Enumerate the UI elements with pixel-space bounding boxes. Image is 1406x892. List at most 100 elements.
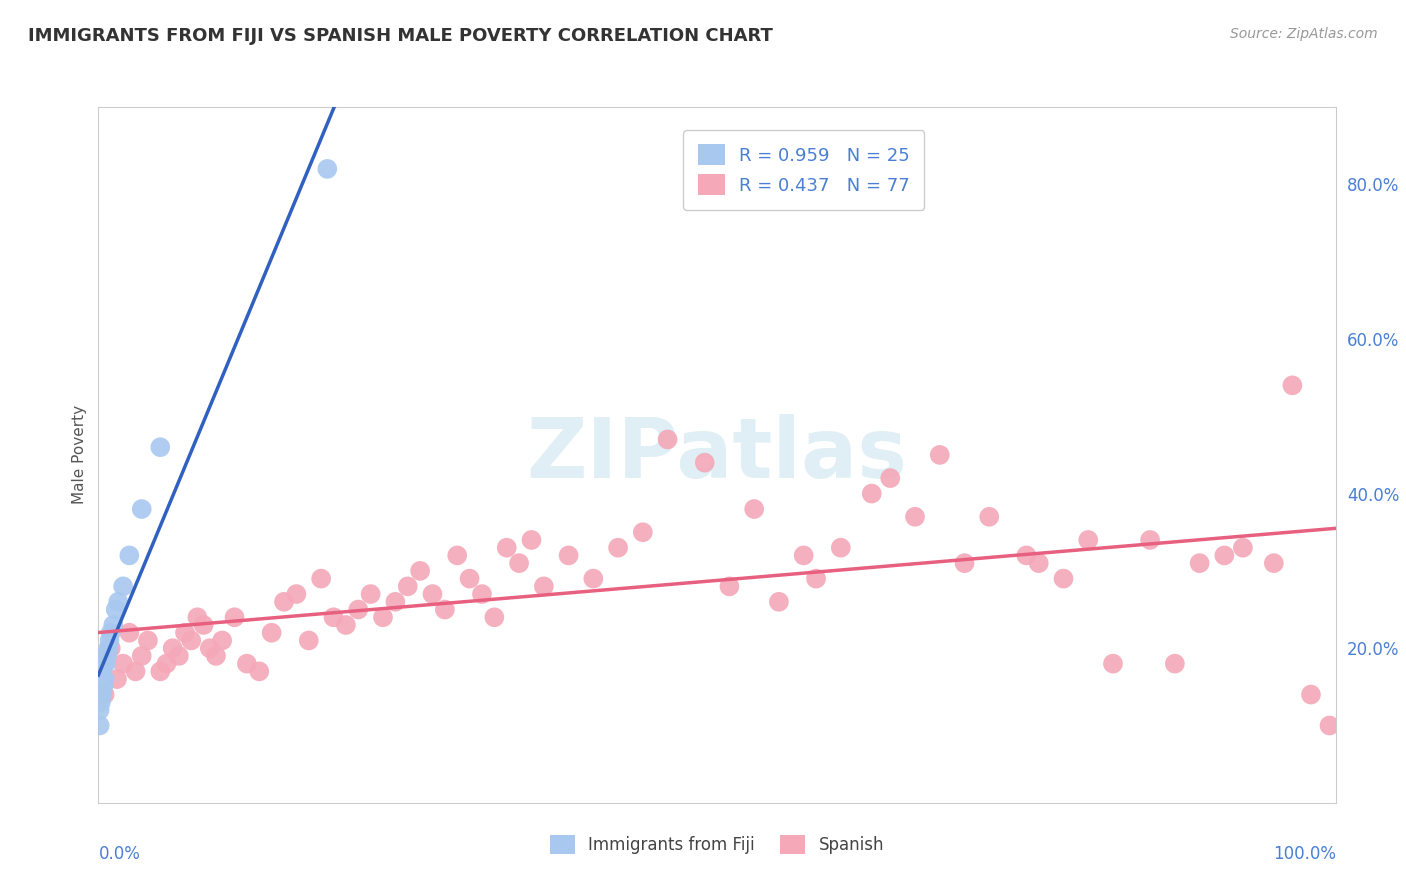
Text: 0.0%: 0.0% bbox=[98, 845, 141, 863]
Point bbox=[693, 456, 716, 470]
Point bbox=[422, 587, 444, 601]
Point bbox=[471, 587, 494, 601]
Point bbox=[205, 648, 228, 663]
Point bbox=[830, 541, 852, 555]
Point bbox=[167, 648, 190, 663]
Point bbox=[211, 633, 233, 648]
Point bbox=[149, 440, 172, 454]
Text: IMMIGRANTS FROM FIJI VS SPANISH MALE POVERTY CORRELATION CHART: IMMIGRANTS FROM FIJI VS SPANISH MALE POV… bbox=[28, 27, 773, 45]
Point bbox=[131, 502, 153, 516]
Point bbox=[631, 525, 654, 540]
Point bbox=[928, 448, 950, 462]
Point bbox=[93, 657, 115, 671]
Point bbox=[155, 657, 177, 671]
Point bbox=[131, 648, 153, 663]
Point bbox=[93, 680, 115, 694]
Point bbox=[1077, 533, 1099, 547]
Point bbox=[1263, 556, 1285, 570]
Point bbox=[1188, 556, 1211, 570]
Point bbox=[100, 641, 122, 656]
Point bbox=[285, 587, 308, 601]
Point bbox=[112, 579, 135, 593]
Point bbox=[446, 549, 468, 563]
Point bbox=[360, 587, 382, 601]
Point bbox=[1015, 549, 1038, 563]
Point bbox=[198, 641, 221, 656]
Legend: Immigrants from Fiji, Spanish: Immigrants from Fiji, Spanish bbox=[544, 828, 890, 861]
Point bbox=[657, 433, 679, 447]
Point bbox=[93, 648, 115, 663]
Point bbox=[495, 541, 517, 555]
Point bbox=[260, 625, 283, 640]
Point bbox=[1213, 549, 1236, 563]
Point bbox=[193, 618, 215, 632]
Point bbox=[100, 625, 122, 640]
Point bbox=[90, 680, 112, 694]
Y-axis label: Male Poverty: Male Poverty bbox=[72, 405, 87, 505]
Point bbox=[174, 625, 197, 640]
Point bbox=[979, 509, 1001, 524]
Point bbox=[298, 633, 321, 648]
Point bbox=[93, 688, 115, 702]
Point bbox=[458, 572, 481, 586]
Point bbox=[904, 509, 927, 524]
Point bbox=[335, 618, 357, 632]
Point bbox=[793, 549, 815, 563]
Point bbox=[98, 633, 121, 648]
Point bbox=[953, 556, 976, 570]
Point bbox=[309, 572, 332, 586]
Point bbox=[396, 579, 419, 593]
Point bbox=[718, 579, 741, 593]
Point bbox=[97, 641, 120, 656]
Point bbox=[186, 610, 208, 624]
Point bbox=[89, 703, 111, 717]
Point bbox=[742, 502, 765, 516]
Point bbox=[1028, 556, 1050, 570]
Point bbox=[582, 572, 605, 586]
Point bbox=[273, 595, 295, 609]
Point bbox=[1164, 657, 1187, 671]
Point bbox=[409, 564, 432, 578]
Point bbox=[89, 718, 111, 732]
Point bbox=[508, 556, 530, 570]
Point bbox=[118, 625, 141, 640]
Point bbox=[1232, 541, 1254, 555]
Point bbox=[322, 610, 344, 624]
Point bbox=[879, 471, 901, 485]
Point bbox=[94, 657, 117, 671]
Point bbox=[180, 633, 202, 648]
Text: ZIPatlas: ZIPatlas bbox=[527, 415, 907, 495]
Point bbox=[90, 672, 112, 686]
Point bbox=[107, 595, 129, 609]
Point bbox=[103, 618, 125, 632]
Point bbox=[1139, 533, 1161, 547]
Point bbox=[93, 672, 115, 686]
Point bbox=[484, 610, 506, 624]
Point bbox=[768, 595, 790, 609]
Point bbox=[91, 688, 114, 702]
Point bbox=[89, 688, 111, 702]
Point bbox=[162, 641, 184, 656]
Point bbox=[804, 572, 827, 586]
Point bbox=[520, 533, 543, 547]
Point bbox=[1052, 572, 1074, 586]
Point bbox=[236, 657, 259, 671]
Point bbox=[347, 602, 370, 616]
Point bbox=[371, 610, 394, 624]
Point bbox=[1281, 378, 1303, 392]
Point bbox=[224, 610, 246, 624]
Point bbox=[112, 657, 135, 671]
Point bbox=[124, 665, 146, 679]
Point bbox=[247, 665, 270, 679]
Point bbox=[104, 602, 127, 616]
Point bbox=[607, 541, 630, 555]
Text: 100.0%: 100.0% bbox=[1272, 845, 1336, 863]
Text: Source: ZipAtlas.com: Source: ZipAtlas.com bbox=[1230, 27, 1378, 41]
Point bbox=[96, 648, 118, 663]
Point bbox=[433, 602, 456, 616]
Point bbox=[1299, 688, 1322, 702]
Point bbox=[105, 672, 128, 686]
Point bbox=[149, 665, 172, 679]
Point bbox=[90, 695, 112, 709]
Point bbox=[1102, 657, 1125, 671]
